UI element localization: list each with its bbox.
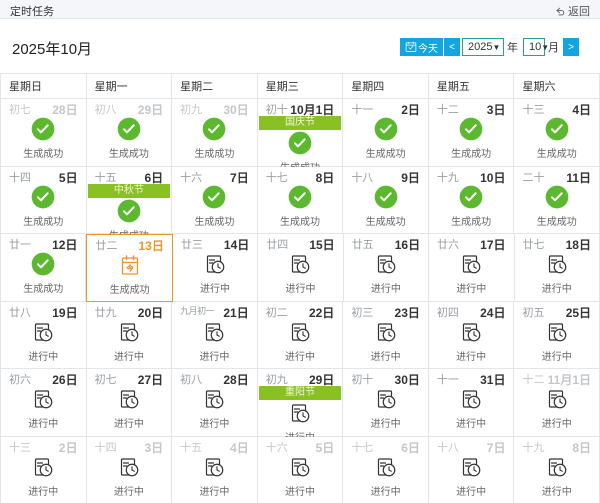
svg-text:今: 今 <box>125 264 133 273</box>
